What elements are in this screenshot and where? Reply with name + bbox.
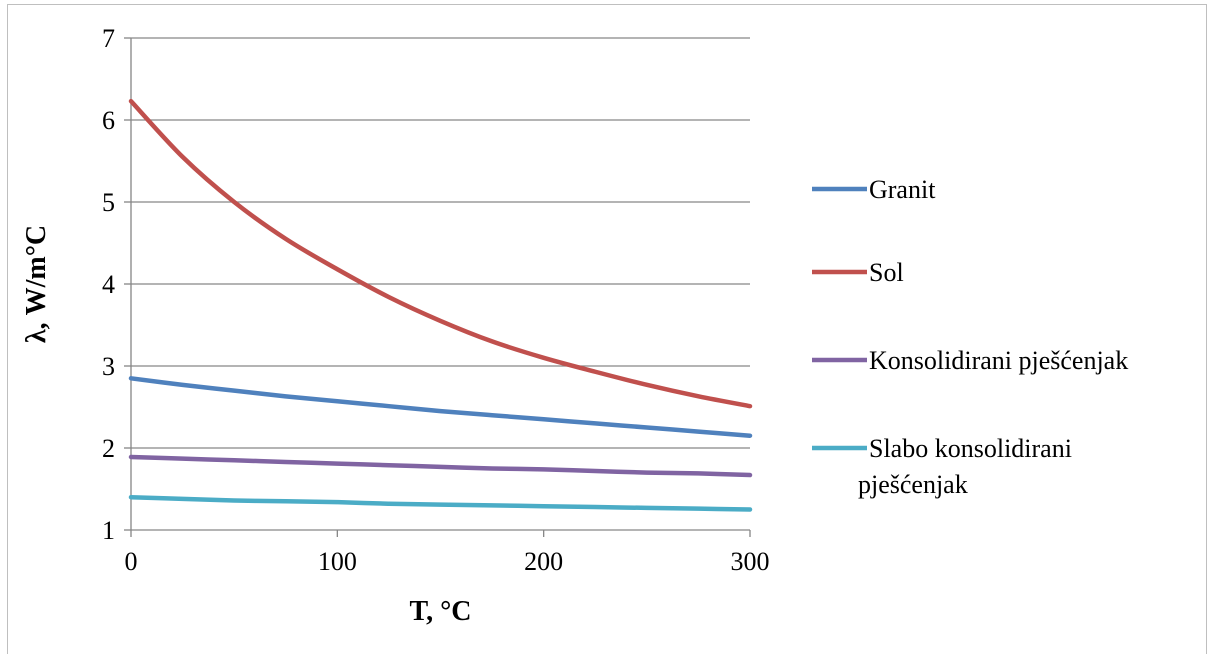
series-line-2: [128, 454, 753, 478]
y-tick-label-7: 7: [102, 24, 115, 53]
legend-label-1: Sol: [869, 258, 904, 287]
legend-label-0: Granit: [869, 175, 936, 204]
series-line-3: [128, 494, 753, 512]
y-tick-label-4: 4: [102, 270, 115, 299]
x-tick-label-100: 100: [318, 547, 357, 576]
axes: [124, 37, 751, 537]
legend-label-3: Slabo konsolidirani pješćenjak: [858, 434, 1072, 499]
series-line-0: [128, 376, 753, 438]
y-tick-label-6: 6: [102, 106, 115, 135]
y-tick-label-1: 1: [102, 516, 115, 545]
x-tick-label-300: 300: [731, 547, 770, 576]
y-tick-label-2: 2: [102, 434, 115, 463]
series-lines: [128, 98, 753, 512]
legend: Granit Sol Konsolidirani pješćenjak Slabo k…: [812, 175, 1128, 499]
y-tick-label-3: 3: [102, 352, 115, 381]
chart-frame: [7, 4, 1207, 654]
legend-label-2: Konsolidirani pješćenjak: [869, 346, 1128, 375]
x-axis-title: T, °C: [409, 596, 471, 627]
x-tick-label-0: 0: [125, 547, 138, 576]
y-axis-title: λ, W/m°C: [21, 225, 52, 343]
tick-labels: 1 2 3 4 5 6 7 0 100 200 300: [102, 24, 770, 576]
series-line-1: [128, 98, 753, 409]
x-tick-label-200: 200: [524, 547, 563, 576]
y-tick-label-5: 5: [102, 188, 115, 217]
